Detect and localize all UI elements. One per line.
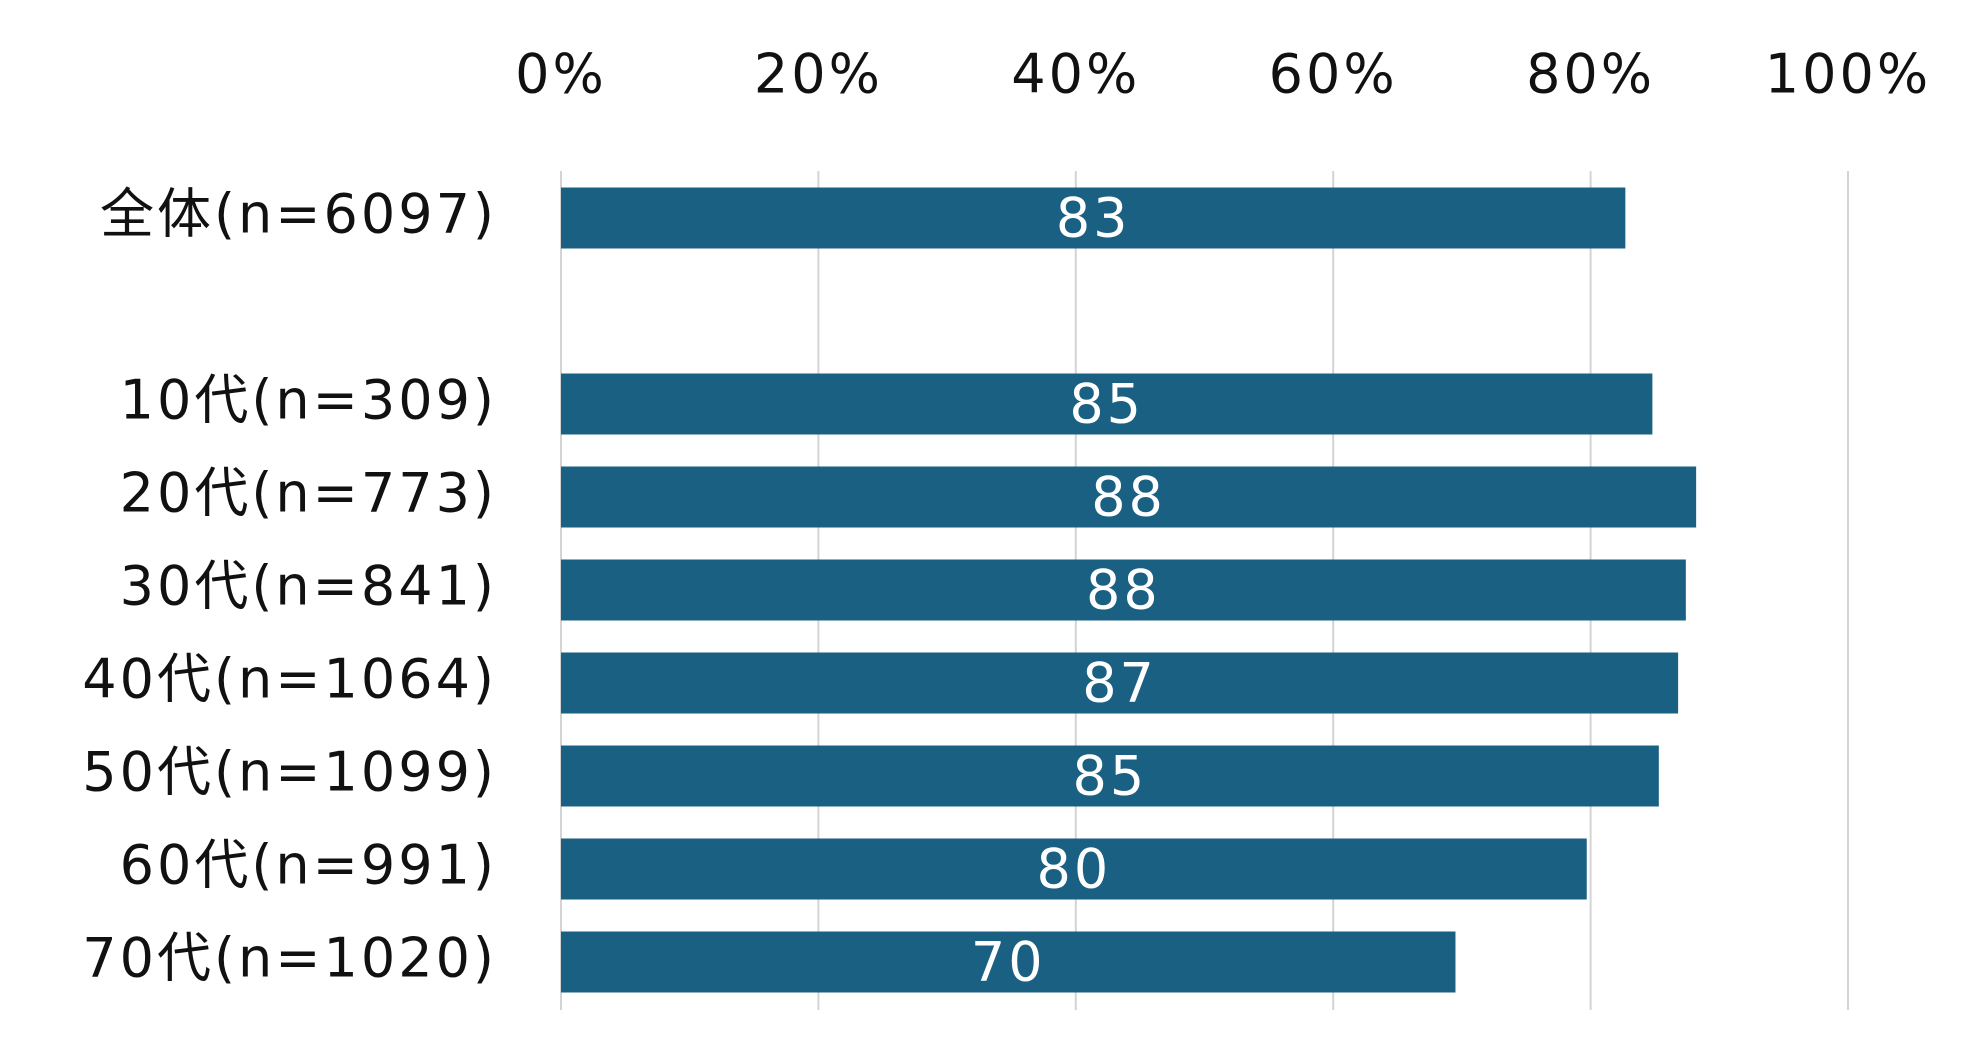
y-tick-label: 全体(n=6097) <box>100 183 497 246</box>
x-tick-label: 80% <box>1526 43 1655 106</box>
value-label: 85 <box>1073 745 1148 808</box>
y-tick-label: 10代(n=309) <box>120 369 497 432</box>
value-label: 85 <box>1069 373 1144 436</box>
y-tick-label: 40代(n=1064) <box>82 648 497 711</box>
bar <box>561 652 1679 714</box>
value-label: 80 <box>1037 838 1112 901</box>
bar <box>561 187 1626 249</box>
x-tick-label: 40% <box>1011 43 1140 106</box>
bar <box>561 373 1653 435</box>
bar <box>561 838 1587 900</box>
x-tick-label: 20% <box>754 43 883 106</box>
value-label: 88 <box>1091 466 1166 529</box>
x-tick-label: 0% <box>515 43 607 106</box>
bar <box>561 559 1686 621</box>
bar <box>561 745 1659 807</box>
x-tick-label: 100% <box>1765 43 1931 106</box>
value-label: 88 <box>1086 559 1161 622</box>
value-label: 87 <box>1082 652 1157 715</box>
value-label: 70 <box>971 931 1046 994</box>
y-tick-label: 30代(n=841) <box>120 555 497 618</box>
y-tick-label: 50代(n=1099) <box>82 741 497 804</box>
bar <box>561 931 1456 993</box>
y-tick-label: 70代(n=1020) <box>82 927 497 990</box>
y-tick-label: 60代(n=991) <box>120 834 497 897</box>
bar <box>561 466 1697 528</box>
y-tick-label: 20代(n=773) <box>120 462 497 525</box>
x-tick-label: 60% <box>1269 43 1398 106</box>
value-label: 83 <box>1056 187 1131 250</box>
